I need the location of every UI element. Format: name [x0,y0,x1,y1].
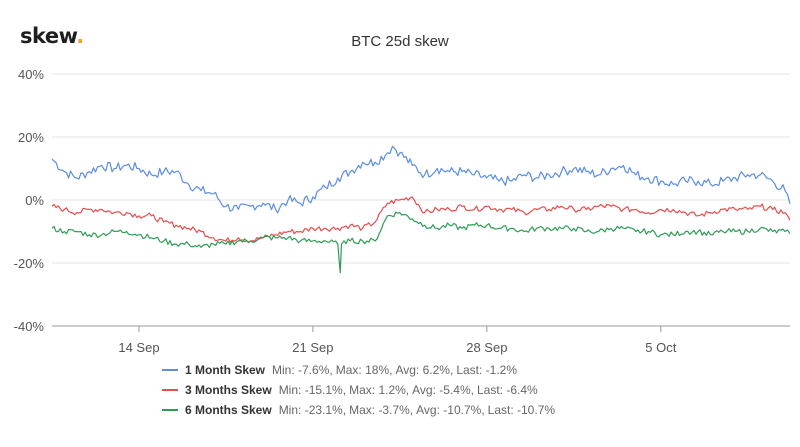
series-line-6m [51,211,791,274]
legend-swatch-6m [162,409,178,411]
legend-min-label: Min: [278,383,302,397]
legend-item-6m[interactable]: 6 Months Skew Min: -23.1%, Max: -3.7%, A… [162,400,555,420]
series-line-1m [51,145,791,214]
legend-max-label: Max: [349,383,376,397]
legend-last-label: Last: [487,403,514,417]
legend-avg-label: Avg: [416,403,440,417]
y-tick-label-0: -40% [14,319,45,334]
legend-min-3m: -15.1% [304,383,343,397]
logo-dot: . [76,24,84,48]
legend-last-3m: -6.4% [506,383,538,397]
chart-title: BTC 25d skew [351,33,449,50]
y-tick-label-1: -20% [14,256,45,271]
y-tick-label-4: 40% [18,67,44,82]
legend-min-label: Min: [272,363,295,377]
legend-max-3m: 1.2% [378,383,406,397]
legend-max-label: Max: [335,363,362,377]
x-tick-label-2: 28 Sep [466,340,507,355]
legend-swatch-3m [162,389,178,391]
y-tick-label-2: 0% [25,193,44,208]
x-tick-label-1: 21 Sep [292,340,333,355]
legend-name-1m: 1 Month Skew [185,363,266,377]
logo-text: skew [20,24,77,48]
legend: 1 Month Skew Min: -7.6%, Max: 18%, Avg: … [162,360,555,420]
legend-min-label: Min: [278,403,302,417]
legend-max-label: Max: [349,403,376,417]
legend-max-6m: -3.7% [378,403,410,417]
x-tick-label-3: 5 Oct [645,340,676,355]
legend-avg-label: Avg: [395,363,420,377]
legend-avg-6m: -10.7% [443,403,482,417]
skew-logo: skew. [20,24,84,48]
series-line-3m [51,196,791,244]
legend-avg-label: Avg: [412,383,436,397]
y-tick-label-3: 20% [18,130,44,145]
legend-max-1m: 18% [365,363,390,377]
legend-last-label: Last: [456,363,483,377]
legend-name-6m: 6 Months Skew [185,403,272,417]
legend-last-6m: -10.7% [517,403,556,417]
legend-min-6m: -23.1% [304,403,343,417]
legend-name-3m: 3 Months Skew [185,383,272,397]
legend-last-label: Last: [476,383,503,397]
legend-item-3m[interactable]: 3 Months Skew Min: -15.1%, Max: 1.2%, Av… [162,380,555,400]
legend-item-1m[interactable]: 1 Month Skew Min: -7.6%, Max: 18%, Avg: … [162,360,555,380]
legend-avg-3m: -5.4% [439,383,471,397]
legend-last-1m: -1.2% [485,363,518,377]
legend-min-1m: -7.6% [298,363,330,377]
x-tick-label-0: 14 Sep [118,340,159,355]
legend-swatch-1m [162,369,178,371]
legend-avg-1m: 6.2% [422,363,450,377]
